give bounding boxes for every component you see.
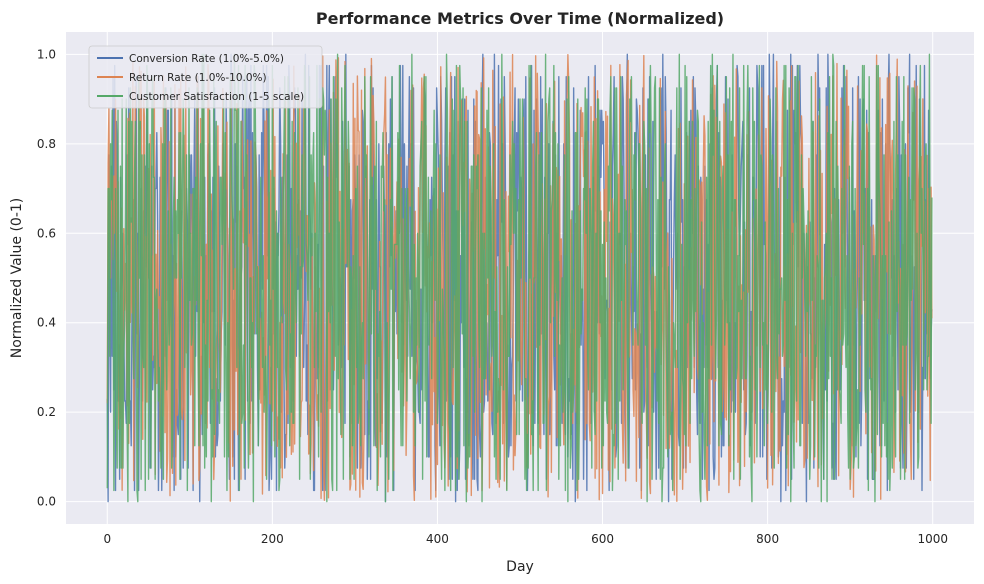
y-tick-label: 0.0 [37,495,56,509]
x-tick-label: 800 [756,532,779,546]
x-tick-label: 0 [103,532,111,546]
legend: Conversion Rate (1.0%-5.0%) Return Rate … [88,45,323,109]
legend-box [88,45,323,109]
y-tick-label: 0.6 [37,226,56,240]
legend-label-conversion-rate: Conversion Rate (1.0%-5.0%) [129,53,284,65]
y-tick-label: 1.0 [37,47,56,61]
series-line-customer-satisfaction-1-5-scale [106,53,933,503]
legend-label-customer-satisfaction: Customer Satisfaction (1-5 scale) [129,91,304,103]
series-lines [106,53,933,503]
y-tick-label: 0.4 [37,316,56,330]
x-tick-label: 200 [261,532,284,546]
x-tick-label: 1000 [917,532,948,546]
y-axis-label: Normalized Value (0-1) [9,198,25,359]
y-tick-label: 0.8 [37,137,56,151]
x-tick-label: 600 [591,532,614,546]
legend-label-return-rate: Return Rate (1.0%-10.0%) [129,72,267,84]
y-tick-label: 0.2 [37,405,56,419]
x-tick-label: 400 [426,532,449,546]
x-axis-label: Day [506,559,534,575]
axis-ticks: 0 200 400 600 800 1000 0.0 0.2 0.4 0.6 0.8 1.0 [37,47,948,546]
chart-title: Performance Metrics Over Time (Normalize… [316,9,724,28]
